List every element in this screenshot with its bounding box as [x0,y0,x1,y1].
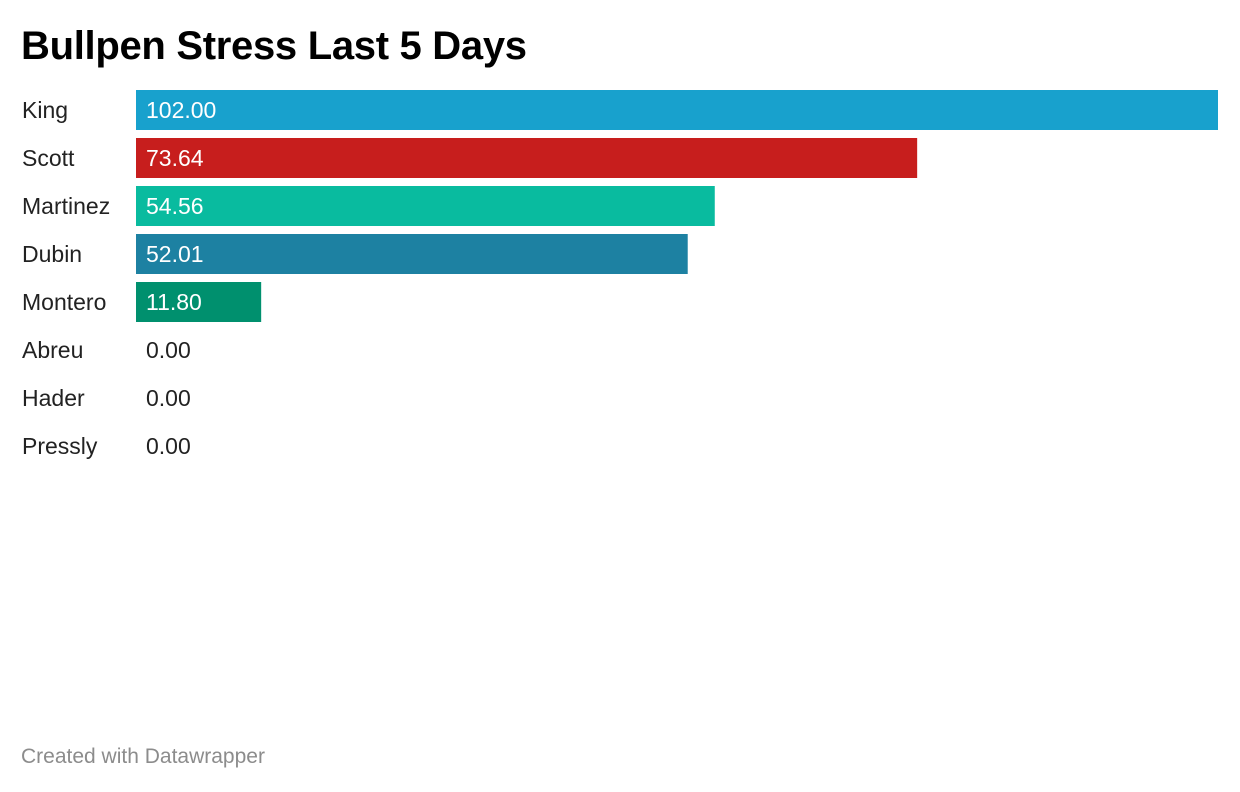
value-label: 0.00 [146,433,191,459]
category-label: King [22,97,68,123]
value-label: 0.00 [146,385,191,411]
category-label: Montero [22,289,106,315]
value-label: 0.00 [146,337,191,363]
chart-title: Bullpen Stress Last 5 Days [21,24,527,68]
category-label: Martinez [22,193,110,219]
category-label: Hader [22,385,85,411]
value-label: 102.00 [146,97,216,123]
value-label: 73.64 [146,145,204,171]
category-label: Abreu [22,337,83,363]
bar [136,90,1218,130]
value-label: 52.01 [146,241,204,267]
bar [136,138,918,178]
value-label: 54.56 [146,193,204,219]
credit-footer: Created with Datawrapper [21,745,265,768]
bar [136,282,262,322]
category-label: Dubin [22,241,82,267]
bar [136,186,715,226]
category-label: Pressly [22,433,98,459]
category-label: Scott [22,145,75,171]
value-label: 11.80 [146,289,202,315]
bar [136,234,688,274]
